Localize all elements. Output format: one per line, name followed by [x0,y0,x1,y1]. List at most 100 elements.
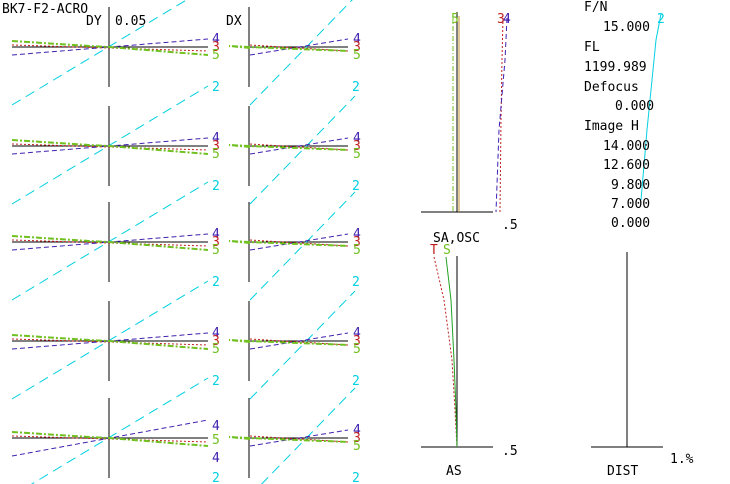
fan-curve-tag: 4 [353,326,361,341]
astig-scale: .5 [502,444,518,459]
fan-curve-tag: 4 [353,131,361,146]
dy-scale: 0.05 [115,14,146,29]
curve-4 [495,17,508,213]
fan-curve-5 [11,139,209,155]
dx-fan-panel-4: 435 2 [228,290,361,400]
fan-curve-4 [249,429,349,447]
astig-title: SA,OSC [433,231,480,246]
fan-curve-tag: 3 [353,139,361,154]
astig-xlabel: AS [446,464,462,479]
fan-curve-tag-2: 2 [212,374,220,389]
fan-curve-tag: 3 [353,40,361,55]
lens-title: BK7-F2-ACRO [2,2,88,17]
curve-3 [499,17,504,213]
dy-column-label: DY [86,14,102,29]
distortion-panel: DIST 1.% [591,252,694,479]
distortion-scale: 1.% [670,452,694,467]
longitudinal-panel: 5 3 4 .5 [421,12,518,233]
fl-value: 1199.989 [584,60,647,75]
fan-curve-tag: 3 [353,431,361,446]
defocus-label: Defocus [584,80,639,95]
longitudinal-scale: .5 [502,218,518,233]
fan-curve-tag: 4 [212,419,220,434]
fan-curve-tag-2: 2 [352,275,360,290]
dy-fan-panel-4: 435 2 [11,280,220,400]
fan-curve-5 [11,431,209,447]
fan-curve-2 [11,85,209,205]
fan-curve-tag-2: 2 [352,179,360,194]
fan-curve-5 [11,40,209,56]
info-curve-tag: 2 [657,12,665,27]
fan-curve-5 [11,235,209,251]
fan-curve-tag: 3 [212,139,220,154]
fan-curve-tag: 4 [353,423,361,438]
imageh-value: 9.800 [611,178,650,193]
astigmatism-panel: SA,OSC T S AS .5 [421,231,518,479]
longitudinal-tag-3: 3 [497,12,505,27]
fan-curve-4 [249,38,349,56]
fan-curve-tag: 3 [212,40,220,55]
info-curve-2 [640,13,662,201]
astig-t-label: T [430,243,438,258]
fan-curve-tag: 5 [212,342,220,357]
fan-curve-3 [11,338,209,346]
fan-curve-2 [249,191,356,301]
fan-curve-3 [11,435,209,443]
astig-t-curve [433,256,458,448]
fan-curve-tag: 4 [212,131,220,146]
astig-s-label: S [443,243,451,258]
fan-curve-tag: 4 [212,227,220,242]
imageh-value: 7.000 [611,197,650,212]
fan-curve-tag: 4 [212,32,220,47]
dx-column-label: DX [226,14,242,29]
fan-curve-4 [249,332,349,350]
fan-curve-tag-2: 2 [212,80,220,95]
imageh-value: 14.000 [603,139,650,154]
fan-curve-2 [11,280,209,400]
fan-curve-2 [249,0,353,106]
fn-label: F/N [584,0,607,15]
info-column: 2 F/N 15.000 FL 1199.989 Defocus 0.000 I… [584,0,665,231]
distortion-xlabel: DIST [607,464,638,479]
fan-curve-tag: 5 [353,342,361,357]
fan-curve-tag: 5 [353,48,361,63]
fan-curve-2 [30,377,209,484]
fan-curve-tag: 5 [353,439,361,454]
fan-curve-tag: 3 [353,334,361,349]
fan-curve-4 [249,137,349,155]
fan-curve-tag: 4 [353,227,361,242]
fn-value: 15.000 [603,20,650,35]
fan-curve-3 [11,44,209,52]
fan-curve-2 [11,181,209,301]
astig-s-curve [445,256,458,448]
fan-curve-tag: 3 [212,334,220,349]
fan-curve-3 [11,239,209,247]
fan-curve-2 [260,387,356,484]
fan-curve-tag-2: 2 [212,471,220,484]
fan-curve-tag-2: 2 [352,471,360,484]
fan-curve-2 [249,290,356,400]
fan-curve-tag-2: 2 [212,179,220,194]
dx-fan-panel-3: 435 2 [228,191,361,301]
fan-curve-tag: 5 [212,243,220,258]
imageh-value: 0.000 [611,216,650,231]
fan-curve-tag: 4 [212,451,220,466]
dx-fan-panel-1: 435 2 [228,0,361,106]
dx-fan-panel-5: 435 2 [228,387,361,484]
longitudinal-tag-4: 4 [503,12,511,27]
fan-curve-tag-2: 2 [352,374,360,389]
defocus-value: 0.000 [615,99,654,114]
fan-curve-tag-2: 2 [352,80,360,95]
fan-curve-4 [249,233,349,251]
fan-curve-tag: 5 [212,48,220,63]
fan-curve-tag: 5 [212,433,220,448]
imageh-value: 12.600 [603,158,650,173]
fan-curve-tag: 5 [353,243,361,258]
dy-fan-panel-3: 435 2 [11,181,220,301]
fan-curve-tag: 3 [212,235,220,250]
dx-fan-panel-2: 435 2 [228,95,361,205]
fan-curve-3 [11,143,209,151]
fan-curve-2 [249,95,356,205]
